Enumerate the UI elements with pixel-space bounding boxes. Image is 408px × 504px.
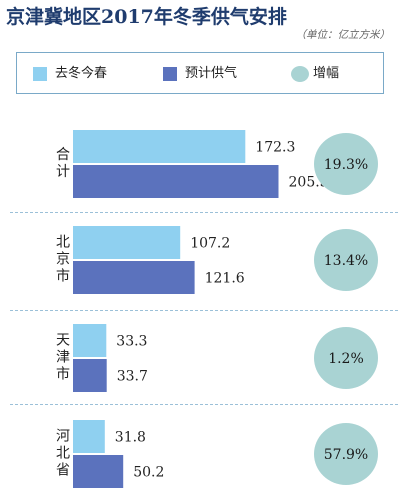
bar-next — [73, 455, 124, 488]
value-label-next: 50.2 — [133, 465, 164, 481]
value-label-prev: 31.8 — [115, 430, 146, 446]
growth-circle — [314, 423, 378, 485]
divider-2 — [10, 310, 398, 311]
legend-label-growth: 增幅 — [313, 66, 340, 81]
growth-label: 1.2% — [328, 351, 364, 367]
category-label-char: 北 — [56, 446, 70, 462]
value-label-prev: 107.2 — [190, 236, 230, 252]
category-label-char: 省 — [56, 463, 70, 479]
growth-label: 19.3% — [324, 157, 368, 173]
category-label-char: 津 — [56, 350, 70, 366]
divider-3 — [10, 404, 398, 405]
category-label-char: 合 — [56, 147, 70, 163]
value-label-prev: 172.3 — [255, 140, 295, 156]
growth-circle — [314, 229, 378, 291]
bar-next — [73, 165, 279, 198]
legend-swatch-next — [163, 67, 177, 81]
growth-label: 13.4% — [324, 253, 368, 269]
category-label-char: 京 — [56, 252, 70, 268]
growth-circle — [314, 133, 378, 195]
category-label-char: 市 — [56, 268, 70, 285]
legend-swatch-growth — [291, 66, 309, 82]
legend-swatch-prev — [33, 67, 47, 81]
legend-label-next: 预计供气 — [185, 66, 238, 81]
value-label-next: 33.7 — [117, 369, 148, 385]
category-label-char: 计 — [56, 164, 70, 180]
bar-next — [73, 261, 195, 294]
bar-prev — [73, 130, 246, 163]
bar-next — [73, 359, 107, 392]
chart-title: 京津冀地区2017年冬季供气安排 — [6, 6, 287, 28]
unit-note: （单位：亿立方米） — [295, 29, 391, 41]
value-label-prev: 33.3 — [116, 334, 147, 350]
growth-circle — [314, 327, 378, 389]
legend: 去冬今春 预计供气 增幅 — [16, 52, 384, 94]
category-label-char: 天 — [56, 333, 70, 349]
value-label-next: 121.6 — [205, 271, 245, 287]
growth-label: 57.9% — [324, 447, 368, 463]
bar-prev — [73, 324, 107, 357]
category-label-char: 河 — [56, 429, 70, 445]
category-label-char: 市 — [56, 366, 70, 383]
divider-1 — [10, 212, 398, 213]
bar-prev — [73, 420, 105, 453]
legend-label-prev: 去冬今春 — [55, 66, 108, 81]
bar-prev — [73, 226, 181, 259]
category-label-char: 北 — [56, 235, 70, 251]
